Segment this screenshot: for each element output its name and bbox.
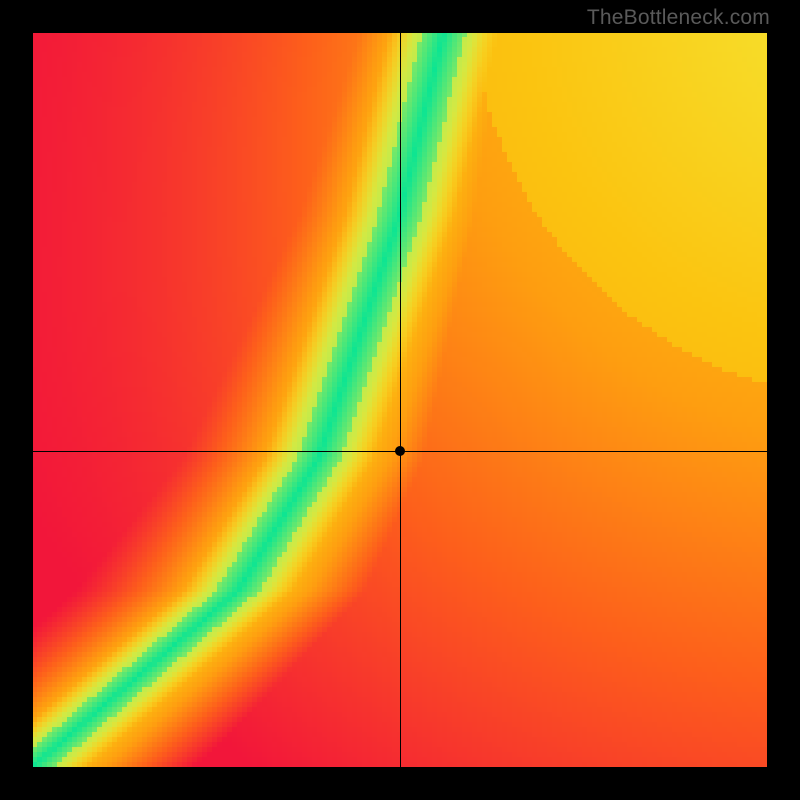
- heatmap-plot: [33, 33, 767, 767]
- watermark-text: TheBottleneck.com: [587, 6, 770, 30]
- crosshair-vertical: [400, 33, 401, 767]
- marker-dot: [395, 446, 405, 456]
